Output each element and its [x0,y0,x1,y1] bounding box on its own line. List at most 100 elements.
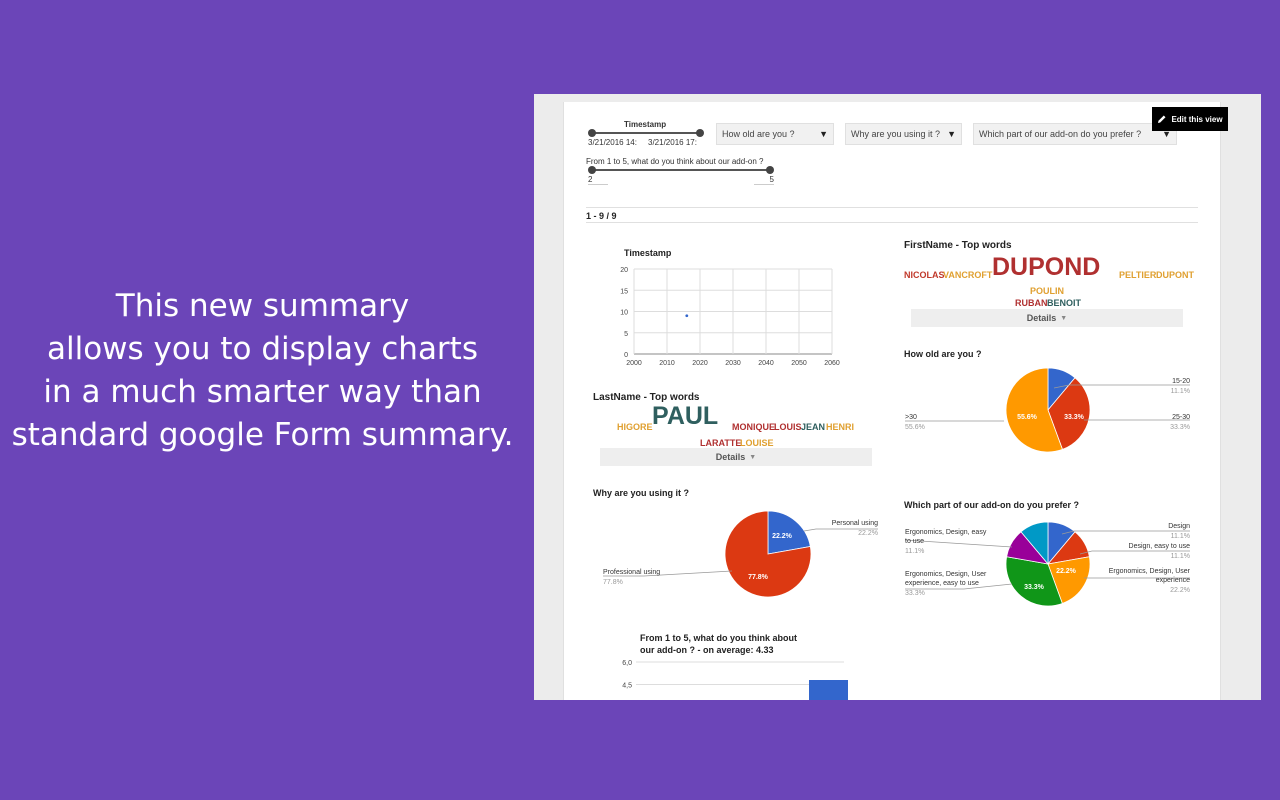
preference-filter-value: Which part of our add-on do you prefer ? [979,129,1142,139]
legend-percent: 11.1% [1171,553,1190,560]
rating-range-max-handle[interactable] [766,166,774,174]
x-tick-label: 2000 [626,360,642,367]
legend-percent: 22.2% [1170,587,1190,594]
pie-slice-label: 77.8% [748,574,769,581]
edit-view-label: Edit this view [1171,114,1223,124]
x-tick-label: 2060 [824,360,840,367]
rating-max-value: 5 [754,175,774,185]
preference-filter-select[interactable]: Which part of our add-on do you prefer ?… [973,123,1177,145]
summary-screenshot: Timestamp 3/21/2016 14: 3/21/2016 17: Ho… [534,94,1261,700]
firstname-details-button[interactable]: Details ▼ [911,309,1183,327]
lastname-details-button[interactable]: Details ▼ [600,448,872,466]
word-louis: LOUIS [774,422,802,432]
usage-filter-select[interactable]: Why are you using it ? ▼ [845,123,962,145]
preference-pie-chart: 22.2% 33.3% Design 11.1% Design, easy to use… [904,521,1191,607]
legend-percent: 22.2% [858,530,878,537]
word-paul: PAUL [652,402,719,430]
promo-line-2: allows you to display charts [46,331,478,367]
edit-view-button[interactable]: Edit this view [1152,107,1228,131]
promo-line-3: in a much smarter way than [43,374,482,410]
timestamp-range-end-handle[interactable] [696,129,704,137]
usage-chart-title: Why are you using it ? [593,488,690,498]
firstname-words-title: FirstName - Top words [904,240,1012,251]
x-tick-label: 2030 [725,360,741,367]
legend-percent: 11.1% [1171,388,1190,395]
x-tick-label: 2010 [659,360,675,367]
promo-line-1: This new summary [115,288,410,324]
divider [586,222,1198,223]
divider [586,207,1198,208]
legend-label: Ergonomics, Design, easy [905,529,987,536]
preference-chart-title: Which part of our add-on do you prefer ? [904,500,1079,510]
rating-filter-label: From 1 to 5, what do you think about our… [586,157,764,166]
legend-label: Personal using [832,520,878,527]
timestamp-filter-label: Timestamp [624,120,667,129]
legend-label: to use [905,538,924,545]
scatter-point [685,314,689,318]
legend-leader-line [1053,384,1190,389]
age-pie-chart: 33.3% 55.6% 15-20 11.1% 25-30 33.3% >30 55.6% [905,367,1190,453]
pie-slice-label: 33.3% [1064,414,1085,421]
legend-label: 15-20 [1172,378,1190,385]
pie-slice [724,510,812,598]
timestamp-range-track[interactable] [592,132,700,134]
word-peltier: PELTIER [1119,270,1157,280]
rating-min-value: 2 [588,175,608,185]
legend-label: Professional using [603,569,660,576]
y-tick-label: 15 [620,288,628,295]
legend-label: Design, easy to use [1129,543,1191,550]
legend-label: Ergonomics, Design, User [905,571,987,578]
rating-chart-title-line-2: our add-on ? - on average: 4.33 [640,645,774,655]
legend-label: >30 [905,414,917,421]
rating-range-min-handle[interactable] [588,166,596,174]
dropdown-arrow-icon: ▼ [947,129,956,139]
rating-range-track[interactable] [592,169,770,171]
legend-label: Design [1168,523,1190,530]
age-chart-title: How old are you ? [904,349,982,359]
pie-slice-label: 22.2% [772,533,793,540]
chevron-down-icon: ▼ [1060,314,1068,322]
legend-label: Ergonomics, Design, User [1109,568,1191,575]
word-henri: HENRI [826,422,855,432]
word-higore: HIGORE [617,422,653,432]
details-label: Details [715,452,746,462]
x-tick-label: 2020 [692,360,708,367]
details-label: Details [1026,313,1057,323]
word-dupond: DUPOND [992,253,1101,281]
word-nicolas: NICOLAS [904,270,945,280]
y-tick-label: 10 [620,310,628,317]
rating-bar [809,680,848,700]
rating-chart-title: From 1 to 5, what do you think about our… [640,632,797,656]
x-tick-label: 2050 [791,360,807,367]
timestamp-start-value: 3/21/2016 14: [588,138,637,147]
word-laratte: LARATTE [700,438,742,448]
dropdown-arrow-icon: ▼ [1162,129,1171,139]
usage-pie-chart: 22.2% 77.8% Personal using 22.2% Professiona… [603,510,878,598]
promo-text: This new summary allows you to display c… [0,285,525,457]
legend-percent: 77.8% [603,579,623,586]
timestamp-end-value: 3/21/2016 17: [648,138,697,147]
word-louise: LOUISE [740,438,774,448]
chevron-down-icon: ▼ [749,453,757,461]
y-tick-label: 6,0 [622,660,632,667]
rating-bar-chart: 6,04,53,0 [622,660,848,700]
pie-slice-label: 55.6% [1017,414,1038,421]
lastname-words-title: LastName - Top words [593,392,700,403]
legend-label: experience [1156,577,1190,584]
word-ruban: RUBAN [1015,298,1048,308]
legend-percent: 55.6% [905,424,925,431]
word-jean: JEAN [801,422,826,432]
age-filter-select[interactable]: How old are you ? ▼ [716,123,834,145]
legend-leader-line [904,539,1013,548]
timestamp-range-start-handle[interactable] [588,129,596,137]
word-vancroft: VANCROFT [943,270,993,280]
legend-label: experience, easy to use [905,580,979,587]
y-tick-label: 20 [620,267,628,274]
pie-slice [1047,377,1091,450]
dropdown-arrow-icon: ▼ [819,129,828,139]
y-tick-label: 0 [624,352,628,359]
summary-sheet: Timestamp 3/21/2016 14: 3/21/2016 17: Ho… [563,102,1221,700]
word-dupont: DUPONT [1156,270,1194,280]
pie-slice [1005,556,1063,607]
timestamp-chart: Timestamp 0 5 10 15 20 2000 2010 2020 2030 2040 205… [620,248,840,367]
